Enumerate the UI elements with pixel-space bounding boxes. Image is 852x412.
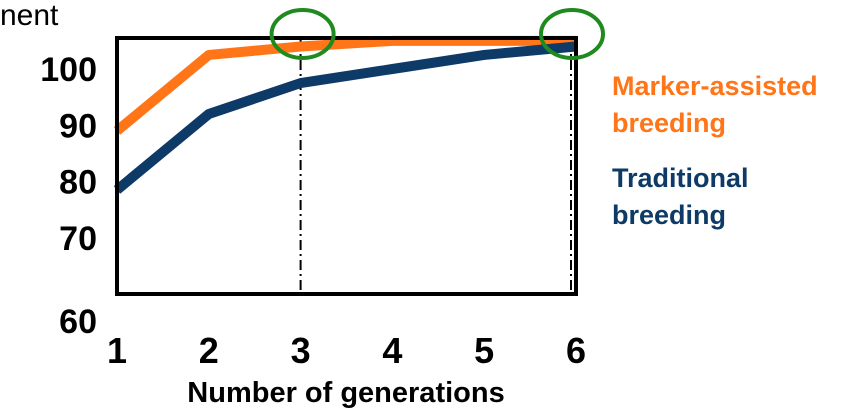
y-tick-labels: 60 70 80 90 100 [40,51,97,341]
circle-layer [269,8,605,60]
x-axis-label: Number of generations [187,377,504,409]
series-line-traditional [113,41,577,194]
highlight-circle-x6 [539,8,605,60]
x-tick-label: 2 [199,330,219,371]
plot-frame [115,36,578,296]
series-layer [113,35,577,194]
y-tick-label: 90 [59,107,97,145]
legend-label-traditional: Traditional breeding [612,163,749,230]
legend: Marker-assisted breeding Traditional breedi… [612,71,818,230]
x-tick-label: 6 [566,330,586,371]
x-tick-labels: 1 2 3 4 5 6 [107,330,586,371]
series-line-marker-assisted [113,35,576,135]
x-tick-label: 1 [107,330,127,371]
y-tick-label: 100 [40,51,97,89]
y-tick-label: 60 [59,303,97,341]
y-axis-label: nent [0,0,59,32]
x-tick-label: 4 [382,330,402,371]
legend-label-marker-assisted: Marker-assisted breeding [612,71,818,138]
x-tick-label: 5 [474,330,494,371]
y-tick-label: 80 [59,164,97,202]
x-tick-label: 3 [291,330,311,371]
y-tick-label: 70 [59,220,97,258]
highlight-circle-x3 [269,8,336,60]
